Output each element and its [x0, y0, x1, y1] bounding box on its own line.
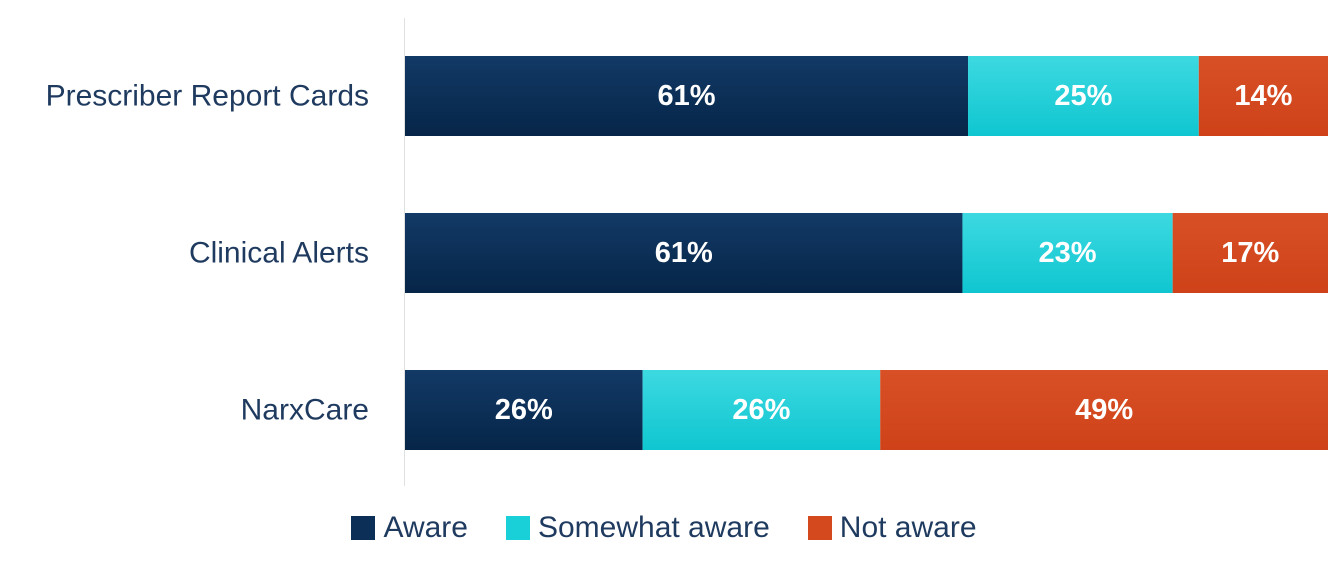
data-label-prescriber-report-cards-somewhat-aware: 25%	[1054, 80, 1112, 112]
category-label-narxcare: NarxCare	[241, 394, 369, 427]
legend-item-not-aware: Not aware	[807, 511, 977, 545]
bar-prescriber-report-cards-somewhat-aware	[968, 56, 1199, 136]
bar-prescriber-report-cards-not-aware	[1198, 56, 1328, 136]
data-label-prescriber-report-cards-not-aware: 14%	[1234, 80, 1292, 112]
bar-narxcare-not-aware	[880, 370, 1328, 450]
legend-item-somewhat-aware: Somewhat aware	[505, 511, 770, 545]
data-label-narxcare-not-aware: 49%	[1075, 394, 1133, 426]
bar-narxcare-aware	[405, 370, 643, 450]
data-label-prescriber-report-cards-aware: 61%	[657, 80, 715, 112]
data-label-narxcare-aware: 26%	[495, 394, 553, 426]
category-label-clinical-alerts: Clinical Alerts	[189, 237, 369, 270]
legend-swatch-somewhat-aware	[505, 516, 530, 540]
bar-clinical-alerts-not-aware	[1172, 213, 1328, 293]
data-label-clinical-alerts-somewhat-aware: 23%	[1039, 237, 1097, 269]
data-labels: 61% 25% 14% 61% 23% 17% 26% 26% 49%	[495, 80, 1293, 426]
legend-swatch-aware	[351, 516, 376, 540]
data-label-clinical-alerts-aware: 61%	[655, 237, 713, 269]
bar-narxcare-somewhat-aware	[642, 370, 881, 450]
category-label-prescriber-report-cards: Prescriber Report Cards	[46, 80, 369, 113]
legend-label-not-aware: Not aware	[839, 511, 977, 544]
bar-prescriber-report-cards-aware	[405, 56, 969, 136]
bars-layer	[405, 56, 1328, 450]
legend-swatch-not-aware	[807, 516, 832, 540]
data-label-narxcare-somewhat-aware: 26%	[732, 394, 790, 426]
data-label-clinical-alerts-not-aware: 17%	[1221, 237, 1279, 269]
bar-clinical-alerts-somewhat-aware	[962, 213, 1173, 293]
legend-label-somewhat-aware: Somewhat aware	[537, 511, 770, 544]
category-labels: Prescriber Report Cards Clinical Alerts Na…	[46, 80, 369, 427]
legend-item-aware: Aware	[351, 511, 468, 545]
legend-label-aware: Aware	[383, 511, 468, 544]
legend: Aware Somewhat aware Not aware	[0, 511, 1328, 545]
bar-clinical-alerts-aware	[405, 213, 963, 293]
